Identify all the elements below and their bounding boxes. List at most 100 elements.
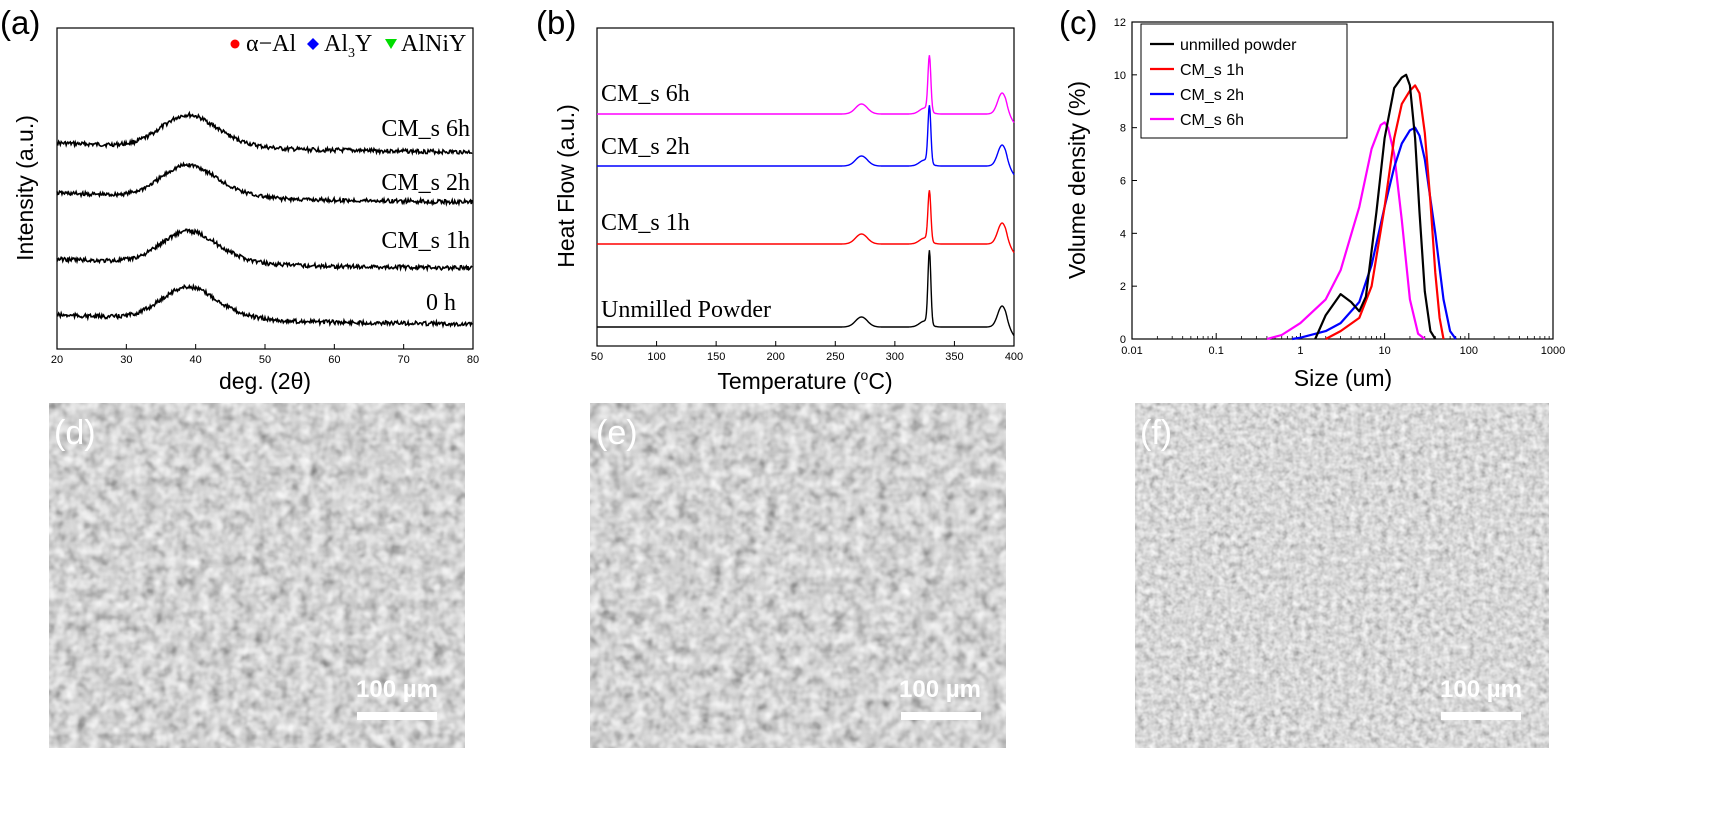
sem-image-e: (e) 100 µm xyxy=(590,403,1006,748)
psd-curve xyxy=(1292,126,1457,341)
xrd-curve-label: CM_s 2h xyxy=(381,170,470,196)
y-tick-label-c: 12 xyxy=(1114,17,1126,29)
y-tick-label-c: 2 xyxy=(1120,281,1126,293)
panel-label-a: (a) xyxy=(0,4,40,41)
legend-label-al3y-main: Al xyxy=(324,31,348,57)
scale-bar-d xyxy=(357,712,437,720)
sem-micrograph-f xyxy=(1135,403,1549,748)
x-tick-label-a: 50 xyxy=(259,354,271,366)
x-tick-label-c: 0.01 xyxy=(1121,345,1142,357)
x-tick-label-b: 100 xyxy=(647,351,665,363)
x-tick-label-a: 40 xyxy=(190,354,202,366)
x-axis-title-b-main: Temperature ( xyxy=(717,368,861,394)
xrd-curve-label: CM_s 6h xyxy=(381,116,470,142)
degree-sup: o xyxy=(861,367,869,383)
x-tick-label-b: 150 xyxy=(707,351,725,363)
x-axis-ticks-a: 20 30 40 50 60 70 80 xyxy=(51,344,479,366)
dsc-curve xyxy=(597,190,1015,253)
scale-bar-label-e: 100 µm xyxy=(899,676,981,703)
x-tick-label-a: 70 xyxy=(398,354,410,366)
xrd-curve xyxy=(56,228,473,273)
dsc-curves xyxy=(597,55,1015,336)
dsc-curve xyxy=(597,55,1015,123)
x-tick-label-a: 30 xyxy=(120,354,132,366)
x-tick-label-a: 80 xyxy=(467,354,479,366)
psd-curve xyxy=(1314,73,1437,340)
xrd-curve xyxy=(56,110,473,156)
legend-label-al3y-end: Y xyxy=(355,31,372,57)
sem-image-f: (f) 100 µm xyxy=(1135,403,1549,748)
al3y-marker-icon xyxy=(307,38,319,50)
y-axis-title-a: Intensity (a.u.) xyxy=(12,115,38,261)
legend-label-alniy: AlNiY xyxy=(401,31,466,57)
y-tick-label-c: 10 xyxy=(1114,70,1126,82)
plot-frame-b xyxy=(596,27,1015,347)
scale-bar-f xyxy=(1441,712,1521,720)
panel-label-f: (f) xyxy=(1140,414,1172,452)
x-axis-ticks-b: 50 100 150 200 250 300 350 400 xyxy=(591,341,1023,363)
x-tick-label-c: 1000 xyxy=(1541,345,1565,357)
dsc-curve-label: CM_s 1h xyxy=(601,210,690,236)
psd-curves xyxy=(1266,73,1457,341)
legend-label-alpha-al: α−Al xyxy=(246,31,296,57)
panel-label-d: (d) xyxy=(54,414,96,452)
x-tick-label-c: 10 xyxy=(1378,345,1390,357)
y-tick-label-c: 0 xyxy=(1120,334,1126,346)
scale-bar-label-f: 100 µm xyxy=(1440,676,1522,703)
y-axis-title-c: Volume density (%) xyxy=(1064,81,1090,279)
dsc-curve-label: CM_s 6h xyxy=(601,81,690,107)
y-axis-ticks-c: 0 2 4 6 8 10 12 xyxy=(1114,17,1137,346)
legend-label-al3y-sub: 3 xyxy=(348,46,355,61)
legend-label-c: CM_s 6h xyxy=(1180,112,1244,129)
x-tick-label-b: 200 xyxy=(767,351,785,363)
legend-box-c xyxy=(1140,23,1348,139)
panel-label-e: (e) xyxy=(596,414,638,452)
xrd-curve xyxy=(56,161,473,207)
panel-a: (a) 20 30 40 50 60 70 80 CM_s 6h CM_s 2h CM_s 1h… xyxy=(0,4,479,394)
x-tick-label-a: 60 xyxy=(328,354,340,366)
x-tick-label-c: 100 xyxy=(1460,345,1478,357)
x-axis-title-c: Size (um) xyxy=(1294,365,1392,391)
xrd-curve xyxy=(56,283,473,329)
legend-label-c: CM_s 1h xyxy=(1180,62,1244,79)
dsc-curve-label: Unmilled Powder xyxy=(601,297,771,323)
x-axis-title-b-end: C) xyxy=(868,368,892,394)
legend-label-al3y: Al3Y xyxy=(324,31,372,61)
sem-micrograph-d xyxy=(49,403,465,748)
legend-label-c: unmilled powder xyxy=(1180,37,1297,54)
psd-legend: unmilled powder CM_s 1h CM_s 2h CM_s 6h xyxy=(1140,23,1348,139)
dsc-curve-label: CM_s 2h xyxy=(601,134,690,160)
scale-bar-label-d: 100 µm xyxy=(356,676,438,703)
xrd-curve-label: CM_s 1h xyxy=(381,228,470,254)
phase-legend: α−Al Al3Y AlNiY xyxy=(230,31,466,61)
dsc-curve xyxy=(597,250,1015,336)
panel-label-b: (b) xyxy=(536,4,576,41)
alniy-marker-icon xyxy=(385,39,397,49)
x-tick-label-b: 300 xyxy=(886,351,904,363)
dsc-curve-labels: CM_s 6h CM_s 2h CM_s 1h Unmilled Powder xyxy=(601,81,771,323)
x-axis-ticks-c: 0.01 0.1 1 10 100 1000 xyxy=(1121,333,1565,357)
xrd-curve-label: 0 h xyxy=(426,290,456,316)
scale-bar-e xyxy=(901,712,981,720)
x-tick-label-c: 0.1 xyxy=(1209,345,1224,357)
alpha-al-marker-icon xyxy=(230,39,240,49)
sem-micrograph-e xyxy=(590,403,1006,748)
panel-c: (c) 0.01 0.1 1 10 100 1000 0 2 4 6 8 10 12 unmilled… xyxy=(1059,4,1565,391)
panel-label-c: (c) xyxy=(1059,4,1097,41)
x-axis-title-b: Temperature (oC) xyxy=(717,367,892,394)
y-axis-title-b: Heat Flow (a.u.) xyxy=(553,104,579,268)
x-tick-label-a: 20 xyxy=(51,354,63,366)
y-tick-label-c: 4 xyxy=(1120,228,1126,240)
x-tick-label-b: 400 xyxy=(1005,351,1023,363)
x-tick-label-b: 250 xyxy=(826,351,844,363)
legend-label-c: CM_s 2h xyxy=(1180,87,1244,104)
psd-curve xyxy=(1266,121,1426,341)
y-tick-label-c: 8 xyxy=(1120,123,1126,135)
x-axis-title-a: deg. (2θ) xyxy=(219,368,311,394)
panel-b: (b) 50 100 150 200 250 300 350 400 CM_s 6hCM_s … xyxy=(536,4,1023,394)
x-tick-label-b: 50 xyxy=(591,351,603,363)
xrd-curve-labels: CM_s 6h CM_s 2h CM_s 1h 0 h xyxy=(381,116,470,316)
x-tick-label-c: 1 xyxy=(1297,345,1303,357)
sem-image-d: (d) 100 µm xyxy=(49,403,465,748)
